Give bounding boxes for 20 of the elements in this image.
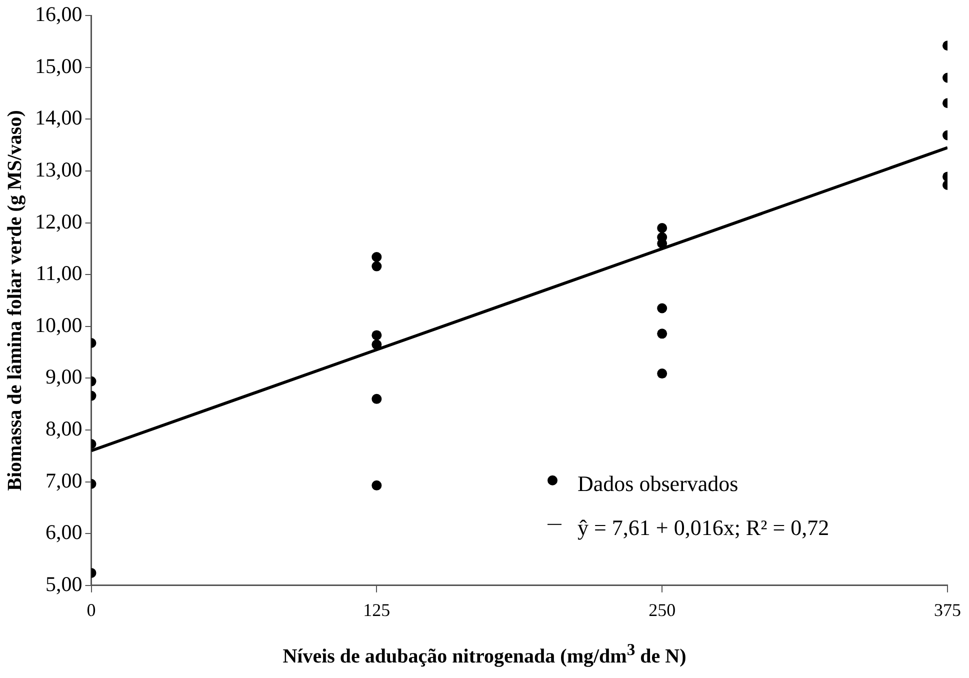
x-tick-label: 0 (86, 600, 96, 620)
y-tick-label: 5,00 (46, 572, 82, 596)
y-tick-label: 12,00 (35, 209, 82, 234)
y-tick-label: 13,00 (35, 158, 82, 182)
y-tick-label: 8,00 (46, 416, 82, 441)
x-axis-title: Níveis de adubação nitrogenada (mg/dm$^{3}$ de N) (282, 640, 688, 669)
y-axis-title: Biomassa de lâmina foliar verde (g MS/vaso) (4, 110, 26, 491)
y-tick-label: 9,00 (46, 364, 82, 389)
y-tick-label: 16,00 (35, 2, 82, 26)
x-tick-label: 125 (363, 600, 390, 620)
legend-label: Dados observados (578, 471, 738, 496)
y-tick-label: 11,00 (36, 261, 82, 286)
y-tick-label: 7,00 (46, 468, 82, 492)
y-tick-label: 14,00 (35, 106, 82, 130)
x-tick-label: 250 (648, 600, 676, 620)
y-tick-label: 6,00 (46, 520, 82, 544)
legend-label: ŷ = 7,61 + 0,016x; R² = 0,72 (578, 515, 830, 540)
y-tick-label: 10,00 (35, 312, 82, 337)
y-tick-label: 15,00 (35, 54, 82, 78)
x-tick-label: 375 (934, 600, 961, 620)
